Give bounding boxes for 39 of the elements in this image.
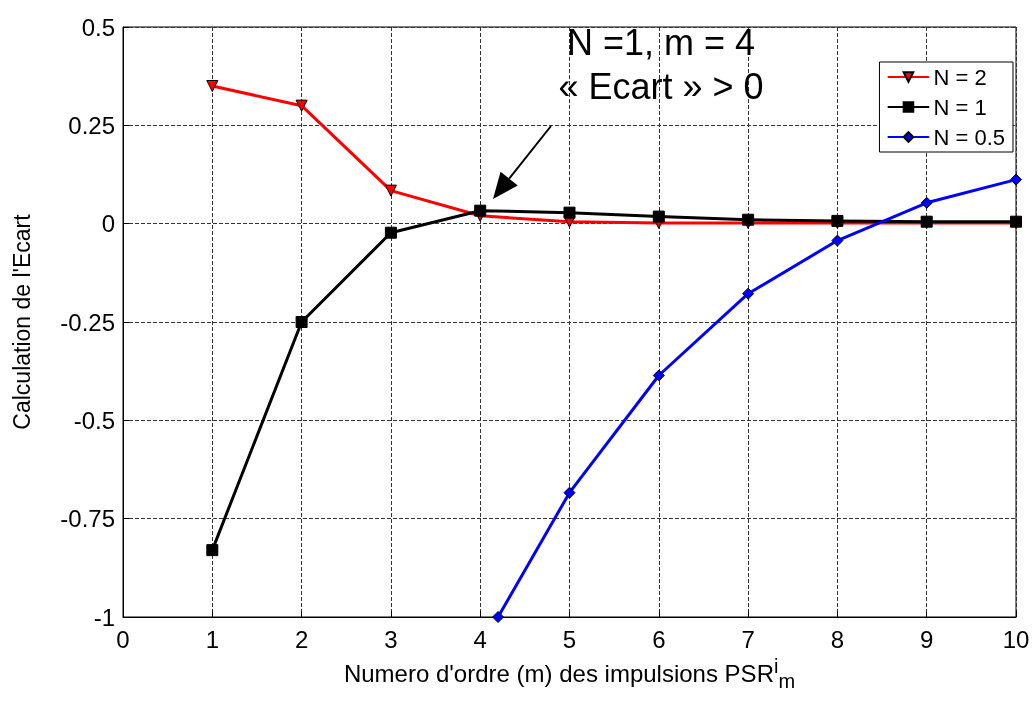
point (563, 486, 576, 499)
y-axis-title: Calculation de l'Ecart (8, 213, 35, 430)
y-tick-label: -0.25 (60, 308, 115, 336)
x-tick-label: 7 (741, 625, 755, 653)
annotation: « Ecart » > 0 (558, 66, 764, 107)
x-tick-label: 2 (294, 625, 309, 653)
point (384, 226, 397, 239)
y-tick-label: -1 (93, 603, 115, 631)
point (831, 234, 844, 247)
y-tick-label: 0.25 (68, 111, 115, 139)
x-tick-label: 10 (1002, 625, 1030, 653)
point (206, 80, 219, 92)
point (474, 204, 487, 217)
point (206, 544, 219, 557)
point (295, 99, 308, 112)
point (492, 611, 505, 623)
point (295, 316, 308, 328)
point (920, 196, 933, 209)
legend-label: N = 1 (933, 94, 987, 120)
y-tick-label: -0.75 (60, 505, 115, 533)
point (652, 369, 665, 382)
y-tick-label: 0 (101, 210, 115, 238)
x-tick-label: 6 (652, 625, 666, 653)
point (1010, 173, 1022, 186)
x-tick-label: 8 (830, 625, 845, 653)
x-tick-label: 9 (920, 625, 934, 653)
annotation: N =1, m = 4 (566, 22, 756, 63)
y-tick-label: 0.5 (81, 13, 115, 41)
x-tick-label: 5 (562, 625, 577, 653)
point (652, 210, 665, 223)
point (563, 206, 576, 219)
legend-label: N = 0.5 (933, 124, 1005, 150)
point (384, 184, 397, 197)
point (742, 287, 755, 300)
legend-label: N = 2 (933, 64, 987, 90)
x-tick-label: 1 (205, 625, 219, 653)
y-tick-label: -0.5 (73, 406, 115, 434)
x-tick-label: 3 (384, 625, 398, 653)
x-tick-label: 4 (473, 625, 487, 653)
